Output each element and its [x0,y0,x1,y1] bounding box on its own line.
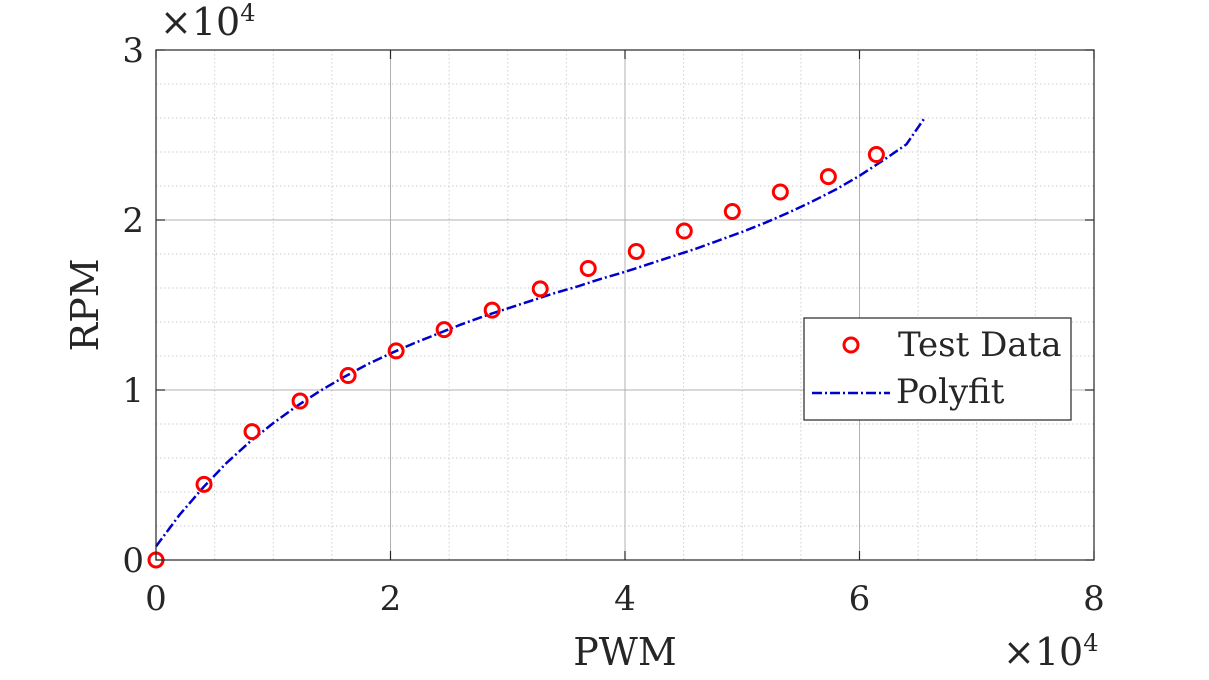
legend-marker-test-data [842,336,860,354]
legend-label-test-data: Test Data [898,325,1062,365]
data-point [675,222,693,240]
plot-series [147,118,926,569]
data-point [243,423,261,441]
data-point [771,183,789,201]
data-point [867,146,885,164]
data-point [483,301,501,319]
x-tick-label: 4 [614,579,636,619]
data-point [723,203,741,220]
data-point [819,168,837,186]
y-tick-label: 0 [122,541,144,581]
data-point [435,321,453,339]
y-axis-label: RPM [63,258,107,351]
x-tick-label: 2 [380,579,402,619]
tick-labels: 0 2 4 6 8 0 1 2 3 [122,31,1104,619]
y-tick-label: 3 [122,31,144,71]
data-point [291,392,309,410]
x-tick-label: 6 [849,579,871,619]
y-exponent-label: ×104 [160,0,255,44]
data-point [579,259,597,277]
x-exponent-label: ×104 [1003,629,1098,674]
y-tick-label: 2 [122,201,144,241]
legend-box [803,317,1072,421]
polyfit-line [154,118,926,548]
x-axis-label: PWM [573,630,677,674]
data-point [387,342,405,360]
y-tick-label: 1 [122,371,144,411]
axis-ticks [155,49,1095,561]
data-point [339,367,357,385]
data-point [627,242,645,260]
data-point [531,280,549,298]
data-point [195,475,213,493]
legend: Test Data Polyfit [803,317,1072,421]
legend-label-polyfit: Polyfit [896,372,1005,412]
x-tick-label: 0 [145,579,167,619]
x-tick-label: 8 [1083,579,1105,619]
